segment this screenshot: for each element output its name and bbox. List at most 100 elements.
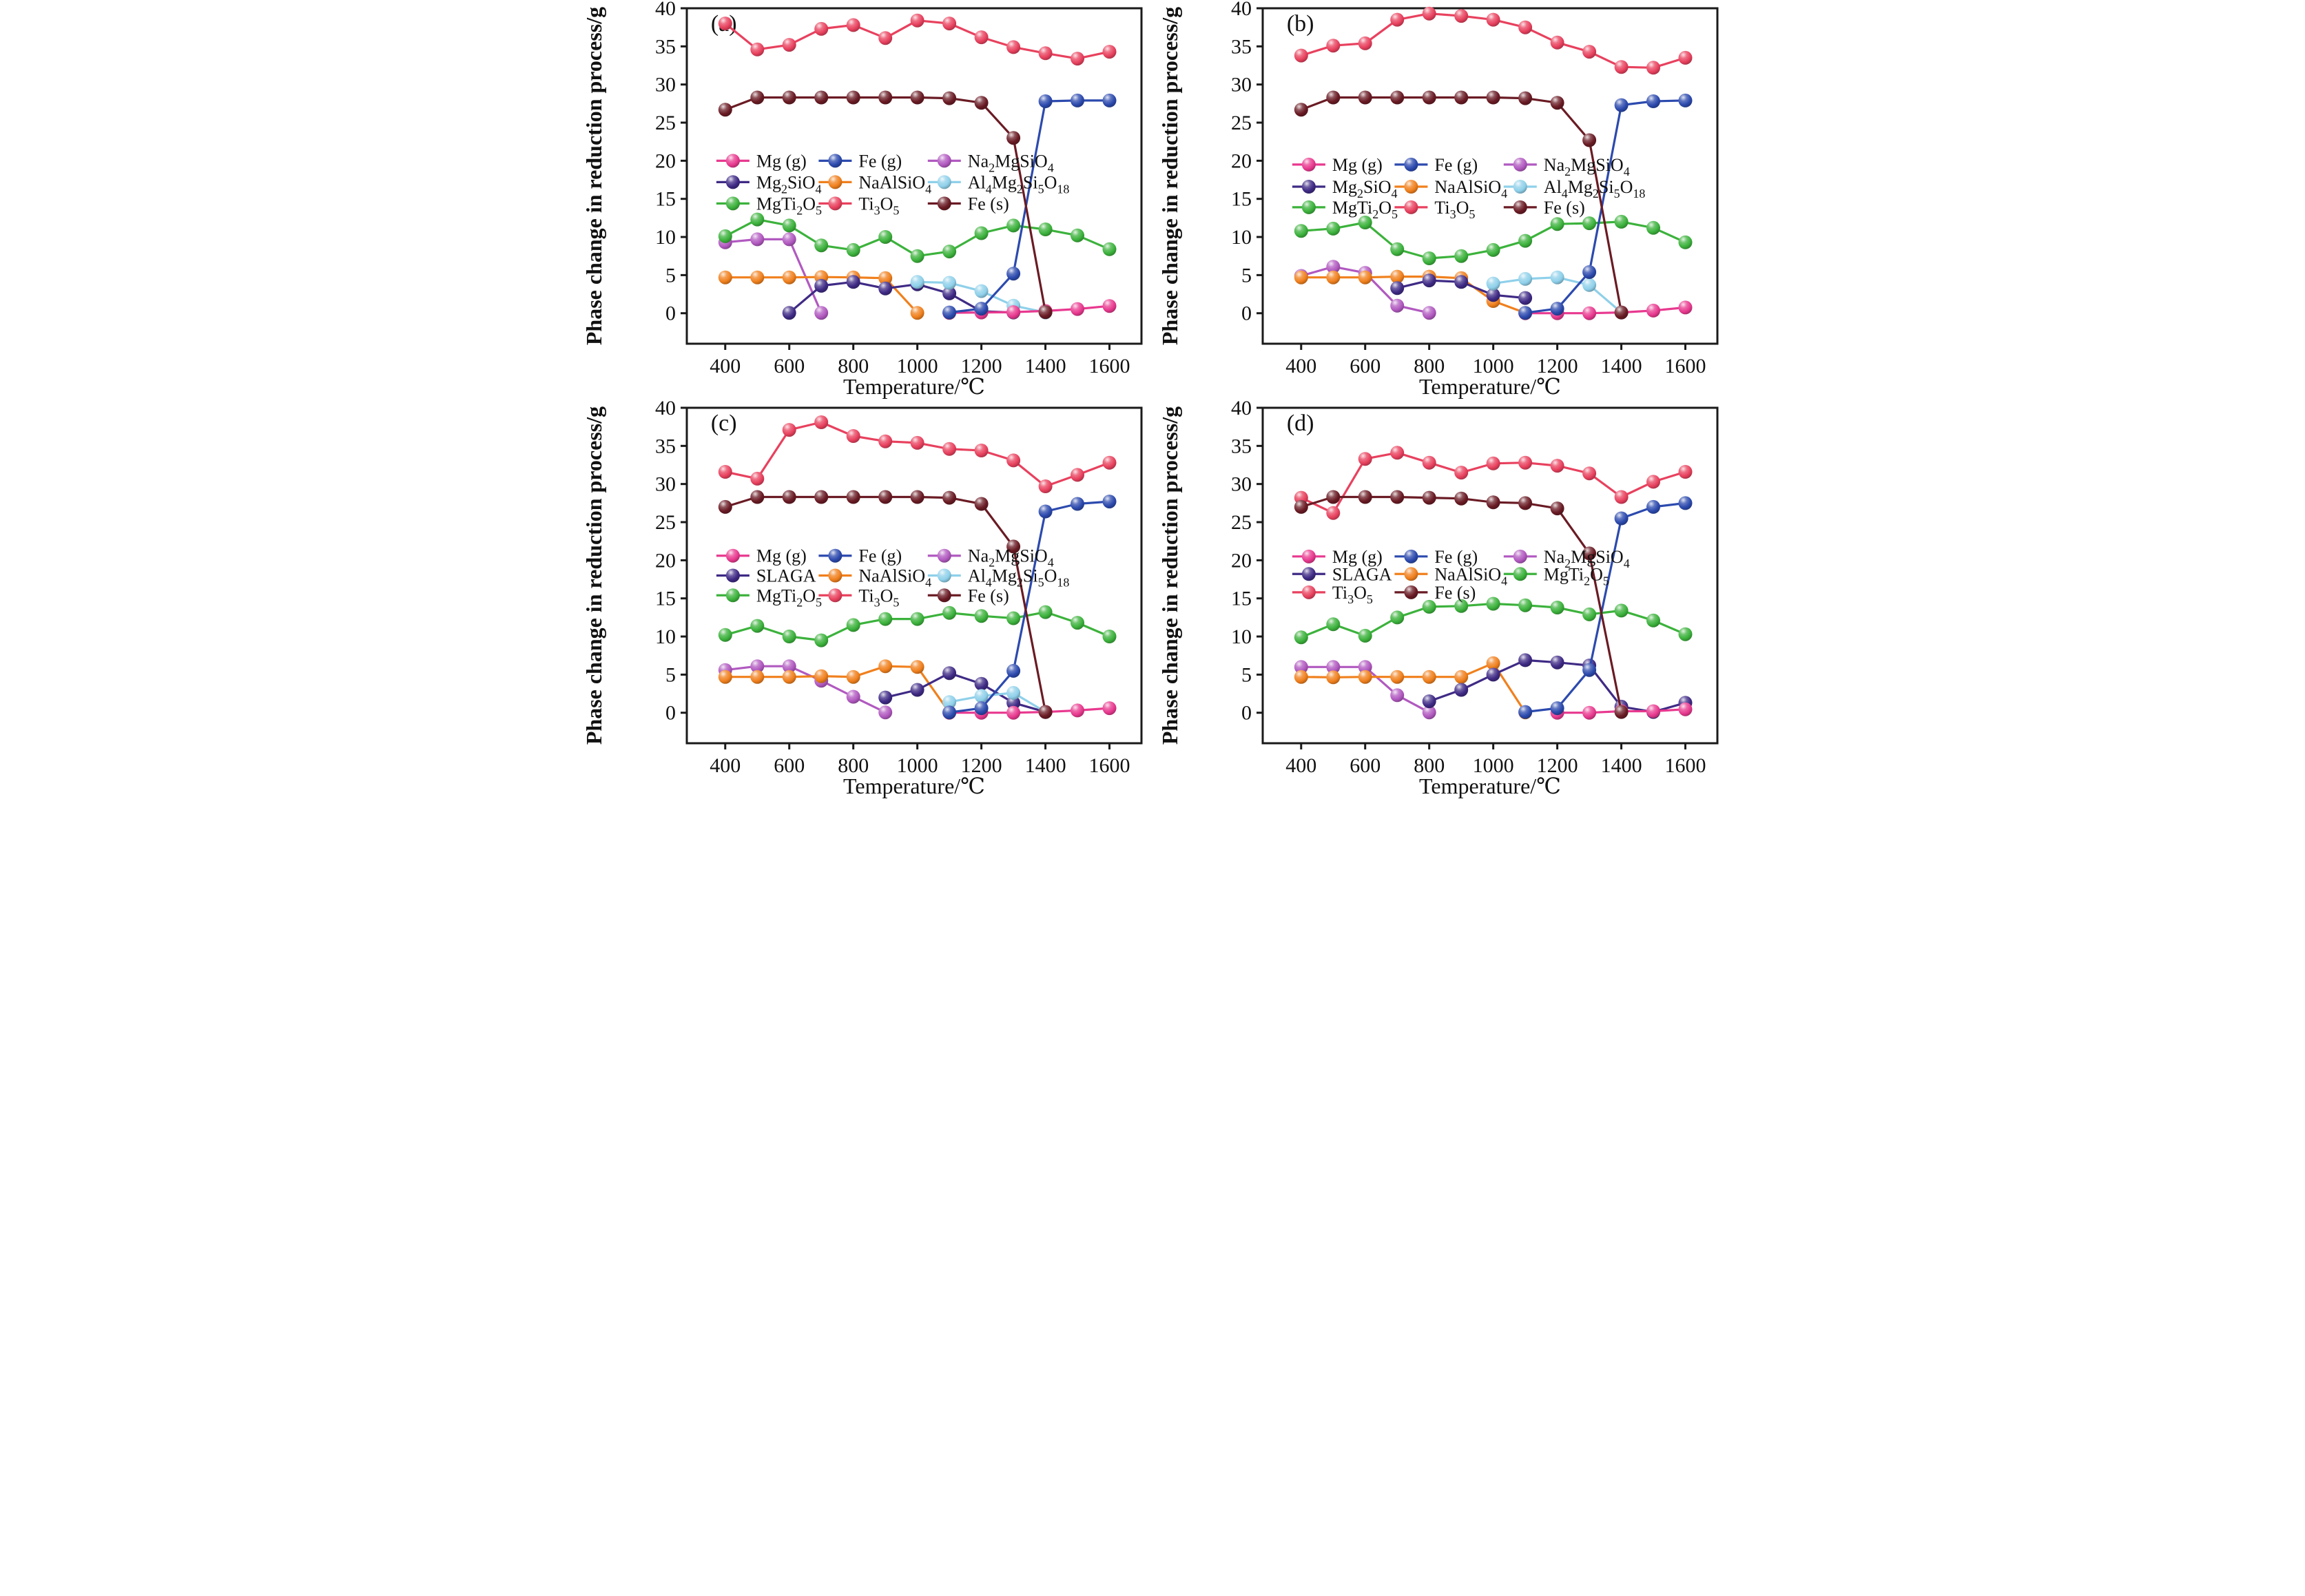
data-point-mgti2o5 — [1678, 627, 1693, 641]
data-point-mg_g — [1102, 299, 1117, 313]
data-point-fe_s — [1454, 90, 1469, 105]
x-tick-label: 600 — [1350, 754, 1381, 777]
legend-marker-fe_s — [937, 196, 951, 211]
data-point-fe_s — [1006, 131, 1021, 145]
y-tick-label: 40 — [655, 400, 676, 419]
x-tick-label: 800 — [1414, 355, 1445, 377]
data-point-ti3o5 — [846, 18, 860, 32]
x-tick-label: 600 — [774, 754, 805, 777]
data-point-mg2sio4 — [1422, 273, 1436, 288]
y-tick-label: 5 — [1241, 663, 1252, 686]
series-fe_g — [1518, 93, 1693, 320]
y-tick-label: 5 — [1241, 264, 1252, 287]
data-point-mg_g — [1006, 705, 1021, 720]
data-point-mg_g — [1102, 701, 1117, 716]
panel-label: (c) — [711, 411, 737, 436]
data-point-fe_g — [942, 305, 957, 320]
data-point-ti3o5 — [1646, 61, 1660, 75]
legend-marker-mgti2o5 — [725, 588, 740, 603]
data-point-ti3o5 — [878, 434, 893, 448]
data-point-fe_g — [1614, 98, 1629, 112]
data-point-ti3o5 — [814, 21, 829, 36]
y-tick-label: 40 — [655, 0, 676, 20]
legend-label-fe_s: Fe (s) — [1544, 198, 1585, 218]
legend-marker-mg2sio4 — [1301, 179, 1316, 194]
data-point-naalsio4 — [878, 271, 893, 285]
data-point-ti3o5 — [1422, 455, 1436, 470]
data-point-fe_g — [1582, 663, 1597, 677]
data-point-na2mgsio4 — [1390, 688, 1405, 703]
y-tick-label: 15 — [655, 188, 676, 211]
data-point-ti3o5 — [1454, 466, 1469, 480]
data-point-mgti2o5 — [1006, 611, 1021, 625]
y-tick-label: 40 — [1231, 0, 1252, 20]
data-point-fe_s — [718, 103, 732, 117]
data-point-fe_s — [974, 497, 989, 511]
series-na2mgsio4 — [1294, 260, 1436, 320]
data-point-slaga — [910, 683, 924, 697]
y-tick-label: 30 — [655, 74, 676, 96]
data-point-ti3o5 — [942, 442, 957, 456]
data-point-ti3o5 — [1102, 45, 1117, 59]
data-point-mg_g — [1678, 702, 1693, 716]
data-point-fe_s — [1550, 501, 1564, 516]
y-tick-label: 25 — [1231, 511, 1252, 534]
data-point-naalsio4 — [750, 670, 765, 684]
data-point-fe_s — [1326, 490, 1341, 504]
legend-marker-mg_g — [1301, 549, 1316, 563]
legend-marker-fe_s — [1513, 200, 1527, 214]
legend-label-al4mg2si5o18: Al4Mg2Si5O18 — [968, 172, 1070, 196]
data-point-slaga — [1422, 694, 1436, 709]
legend-marker-na2mgsio4 — [1513, 549, 1527, 563]
data-point-na2mgsio4 — [750, 232, 765, 247]
data-point-naalsio4 — [1454, 670, 1469, 684]
y-tick-label: 30 — [655, 473, 676, 496]
data-point-fe_s — [1294, 103, 1308, 117]
data-point-fe_s — [1550, 96, 1564, 110]
panel-label: (b) — [1287, 11, 1314, 37]
legend-marker-fe_s — [937, 588, 951, 603]
x-tick-label: 1400 — [1025, 754, 1066, 777]
data-point-naalsio4 — [910, 660, 924, 674]
y-tick-label: 15 — [655, 588, 676, 610]
data-point-mgti2o5 — [1422, 599, 1436, 614]
data-point-naalsio4 — [814, 669, 829, 683]
data-point-fe_g — [1038, 504, 1053, 519]
legend-label-mg_g: Mg (g) — [756, 151, 807, 171]
y-tick-label: 15 — [1231, 588, 1252, 610]
data-point-naalsio4 — [846, 670, 860, 684]
data-point-ti3o5 — [1582, 466, 1597, 481]
data-point-na2mgsio4 — [846, 690, 860, 704]
data-point-mg2sio4 — [782, 306, 796, 320]
data-point-ti3o5 — [1518, 20, 1533, 34]
legend-marker-na2mgsio4 — [937, 154, 951, 168]
panel-c-chart: 0 5 10 15 20 25 30 35 40 400 600 800 1000 1200 1400 160… — [581, 400, 1143, 798]
y-axis-label: Phase change in reduction process/g — [1157, 406, 1182, 745]
legend-marker-fe_g — [1404, 549, 1418, 563]
series-ti3o5 — [718, 415, 1117, 493]
data-point-mgti2o5 — [1646, 613, 1660, 628]
data-point-fe_s — [1294, 499, 1308, 514]
data-point-mgti2o5 — [846, 618, 860, 632]
data-point-mgti2o5 — [814, 633, 829, 647]
data-point-ti3o5 — [782, 423, 796, 437]
data-point-al4mg2si5o18 — [942, 276, 957, 290]
series-fe_s — [718, 90, 1053, 320]
x-tick-label: 800 — [1414, 754, 1445, 777]
legend-label-naalsio4: NaAlSiO4 — [858, 172, 931, 196]
legend-marker-naalsio4 — [1404, 179, 1418, 194]
y-tick-label: 20 — [655, 549, 676, 572]
data-point-naalsio4 — [878, 659, 893, 674]
legend-marker-mgti2o5 — [725, 196, 740, 211]
series-ti3o5 — [1294, 6, 1693, 75]
series-mg2sio4 — [1390, 273, 1533, 305]
legend-label-mg2sio4: Mg2SiO4 — [1332, 177, 1398, 200]
y-axis-label: Phase change in reduction process/g — [1157, 7, 1182, 345]
data-point-fe_g — [1582, 265, 1597, 279]
legend-label-ti3o5: Ti3O5 — [1434, 198, 1475, 221]
data-point-naalsio4 — [1358, 670, 1372, 684]
data-point-mgti2o5 — [1486, 242, 1500, 257]
legend-marker-mg2sio4 — [725, 175, 740, 189]
y-tick-label: 30 — [1231, 473, 1252, 496]
data-point-mgti2o5 — [1358, 628, 1372, 643]
